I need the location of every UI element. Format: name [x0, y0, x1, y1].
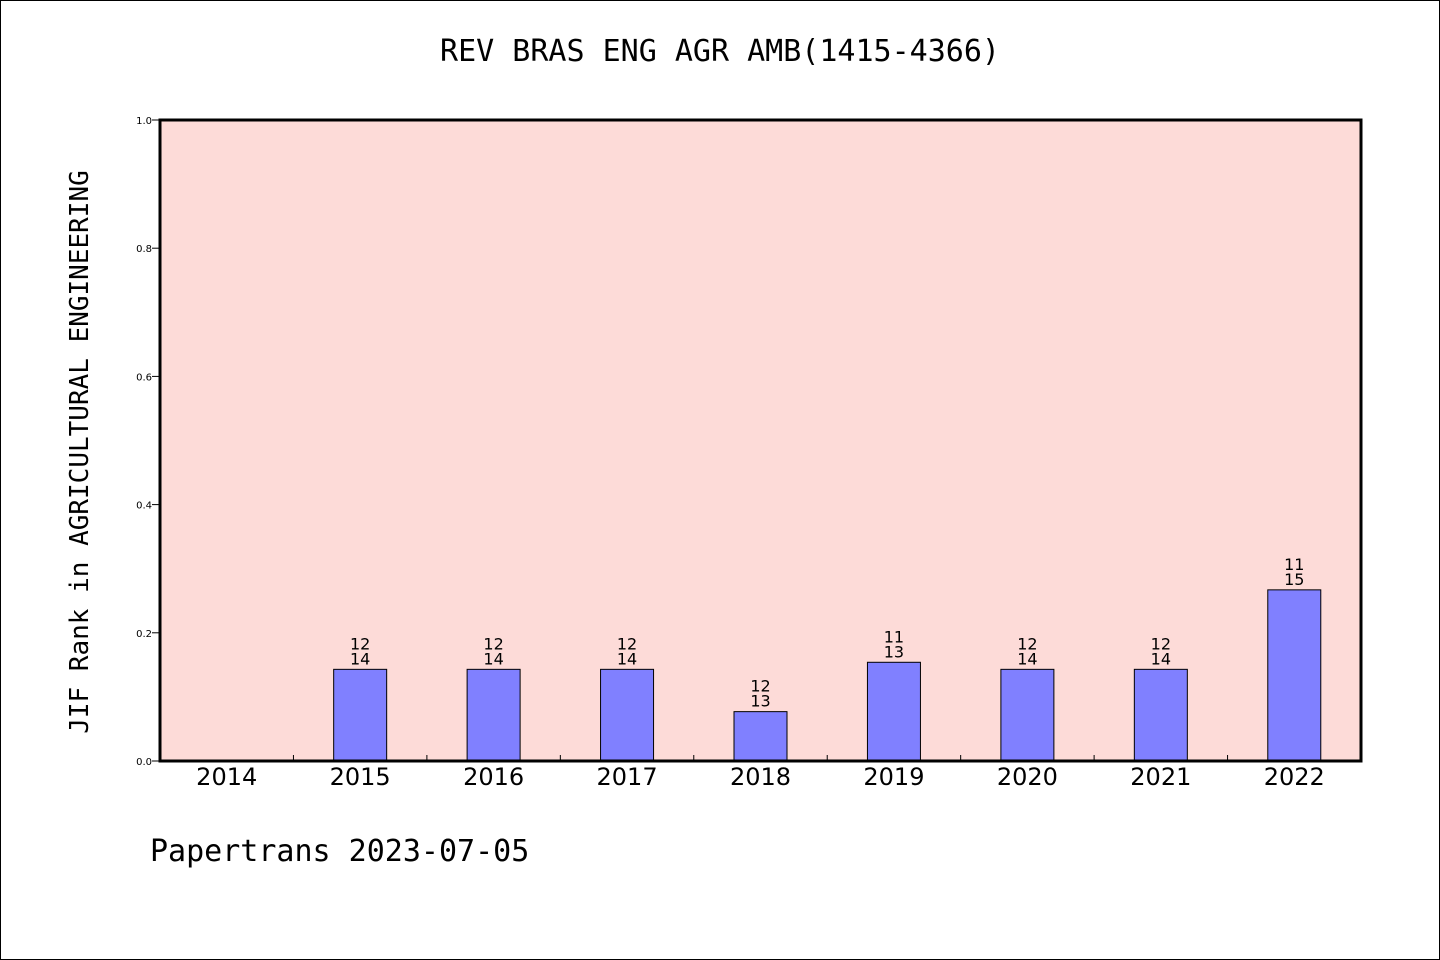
bar — [600, 668, 655, 762]
bar-label-rank: 12 — [350, 634, 370, 653]
bar-label-total: 14 — [1151, 649, 1171, 668]
y-tick-label: 1.0 — [136, 116, 152, 127]
bar — [866, 661, 921, 762]
bar-label-total: 14 — [1017, 649, 1037, 668]
x-tick-label: 2014 — [196, 763, 257, 791]
bar-label-total: 14 — [483, 649, 503, 668]
x-tick-label: 2016 — [463, 763, 524, 791]
bar-label-total: 14 — [617, 649, 637, 668]
bar-label-total: 13 — [884, 642, 904, 661]
y-ticks-group: 0.0 0.2 0.4 0.6 0.8 1.0 — [136, 116, 160, 768]
bar — [466, 668, 521, 762]
x-tick-label: 2019 — [863, 763, 924, 791]
bar-label-rank: 11 — [1284, 555, 1304, 574]
chart-title: REV BRAS ENG AGR AMB(1415-4366) — [440, 34, 1000, 69]
y-tick-label: 0.6 — [136, 372, 152, 383]
bar — [1000, 668, 1055, 762]
x-tick-label: 2018 — [730, 763, 791, 791]
bar — [1133, 668, 1188, 762]
bar-label-rank: 12 — [617, 634, 637, 653]
x-ticks-group: 2014 2015 2016 2017 2018 2019 2020 2021 2022 — [196, 755, 1325, 791]
bar-label-total: 14 — [350, 649, 370, 668]
x-tick-label: 2015 — [330, 763, 391, 791]
bar-label-total: 13 — [750, 692, 770, 711]
bar-label-rank: 12 — [483, 634, 503, 653]
y-tick-label: 0.0 — [136, 757, 152, 768]
bar-label-rank: 11 — [884, 627, 904, 646]
bar-label-total: 15 — [1284, 570, 1304, 589]
footer-text: Papertrans 2023-07-05 — [150, 834, 530, 869]
bar-label-rank: 12 — [1151, 634, 1171, 653]
y-tick-label: 0.2 — [136, 629, 152, 640]
x-tick-label: 2020 — [997, 763, 1058, 791]
bar — [733, 711, 788, 762]
bar — [333, 668, 388, 762]
bar-label-rank: 12 — [750, 677, 770, 696]
x-tick-label: 2022 — [1264, 763, 1325, 791]
bar — [1267, 589, 1322, 762]
plot-area — [160, 120, 1361, 761]
x-tick-label: 2021 — [1130, 763, 1191, 791]
y-tick-label: 0.4 — [136, 501, 152, 512]
bar-label-rank: 12 — [1017, 634, 1037, 653]
plot-border — [158, 118, 1363, 763]
x-tick-label: 2017 — [597, 763, 658, 791]
y-tick-label: 0.8 — [136, 244, 152, 255]
